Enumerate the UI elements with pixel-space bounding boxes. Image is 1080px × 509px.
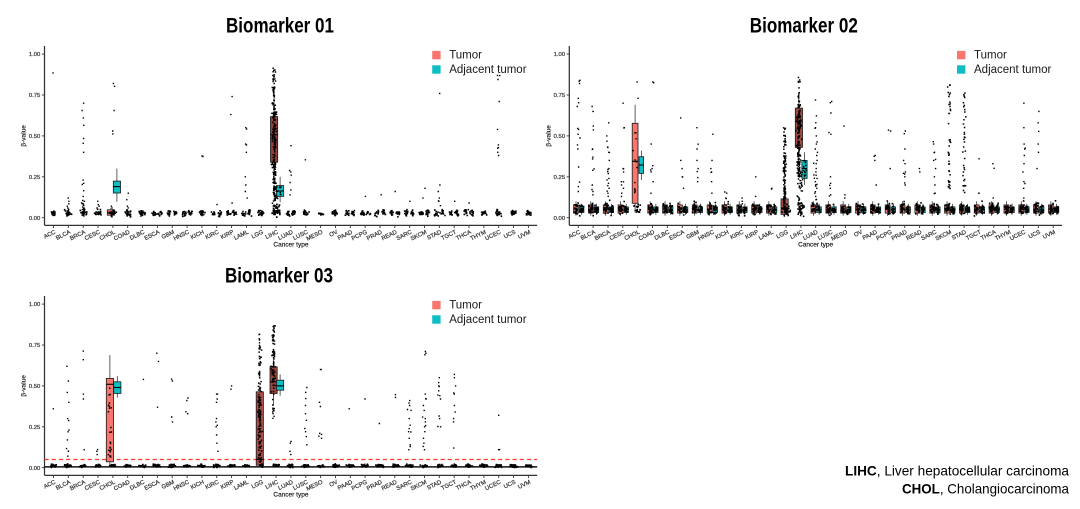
svg-text:Biomarker 03: Biomarker 03: [225, 263, 333, 287]
svg-text:ACC: ACC: [568, 229, 582, 240]
svg-text:Cancer type: Cancer type: [273, 491, 308, 498]
svg-text:GBM: GBM: [161, 230, 176, 241]
svg-text:LGG: LGG: [776, 229, 790, 240]
svg-text:0.25: 0.25: [29, 425, 41, 431]
svg-text:0.25: 0.25: [554, 175, 566, 181]
svg-text:GBM: GBM: [161, 480, 176, 491]
svg-text:LIHC, Liver hepatocellular car: LIHC, Liver hepatocellular carcinoma: [845, 462, 1069, 478]
svg-text:0.75: 0.75: [29, 93, 41, 99]
svg-text:UVM: UVM: [517, 480, 531, 491]
svg-text:1.00: 1.00: [29, 302, 41, 308]
svg-text:Adjacent tumor: Adjacent tumor: [974, 64, 1052, 76]
svg-text:KICH: KICH: [715, 230, 730, 242]
svg-text:0.50: 0.50: [29, 134, 41, 140]
svg-text:UCS: UCS: [1028, 230, 1042, 241]
svg-text:CHOL, Cholangiocarcinoma: CHOL, Cholangiocarcinoma: [902, 480, 1069, 496]
svg-text:Adjacent tumor: Adjacent tumor: [449, 64, 527, 76]
svg-text:0.75: 0.75: [554, 93, 566, 99]
svg-text:KIRP: KIRP: [745, 230, 760, 241]
svg-text:OV: OV: [853, 230, 863, 239]
svg-text:OV: OV: [329, 480, 339, 489]
svg-text:OV: OV: [329, 230, 339, 239]
svg-text:KICH: KICH: [190, 480, 205, 492]
svg-text:Adjacent tumor: Adjacent tumor: [449, 314, 527, 326]
svg-text:UCS: UCS: [503, 230, 517, 241]
svg-text:Tumor: Tumor: [449, 299, 482, 311]
svg-text:LGG: LGG: [251, 229, 265, 240]
svg-text:UVM: UVM: [1042, 230, 1056, 241]
svg-text:GBM: GBM: [686, 230, 701, 241]
svg-text:1.00: 1.00: [29, 52, 41, 58]
svg-text:KIRP: KIRP: [220, 480, 235, 491]
svg-text:β-value: β-value: [21, 375, 28, 397]
svg-text:0.75: 0.75: [29, 343, 41, 349]
svg-text:KIRP: KIRP: [220, 230, 235, 241]
svg-text:LIHC: LIHC: [265, 479, 280, 491]
svg-text:Cancer type: Cancer type: [798, 241, 833, 248]
svg-text:KICH: KICH: [190, 230, 205, 242]
svg-text:Biomarker 01: Biomarker 01: [226, 13, 334, 37]
svg-text:ACC: ACC: [43, 229, 57, 240]
svg-text:UVM: UVM: [517, 230, 531, 241]
svg-text:Biomarker 02: Biomarker 02: [750, 13, 858, 37]
svg-text:0.00: 0.00: [29, 216, 41, 222]
svg-text:ACC: ACC: [43, 479, 57, 490]
svg-text:0.00: 0.00: [554, 216, 566, 222]
svg-text:0.00: 0.00: [29, 466, 41, 472]
svg-text:Tumor: Tumor: [449, 49, 482, 61]
svg-text:LIHC: LIHC: [790, 229, 805, 241]
svg-text:LGG: LGG: [251, 479, 265, 490]
svg-text:0.25: 0.25: [29, 175, 41, 181]
svg-text:β-value: β-value: [545, 125, 552, 147]
svg-text:Tumor: Tumor: [974, 49, 1007, 61]
svg-text:UCS: UCS: [503, 480, 517, 491]
svg-text:1.00: 1.00: [554, 52, 566, 58]
svg-text:Cancer type: Cancer type: [273, 241, 308, 248]
svg-text:LIHC: LIHC: [265, 229, 280, 241]
svg-text:0.50: 0.50: [554, 134, 566, 140]
svg-text:β-value: β-value: [21, 125, 28, 147]
svg-text:0.50: 0.50: [29, 384, 41, 390]
